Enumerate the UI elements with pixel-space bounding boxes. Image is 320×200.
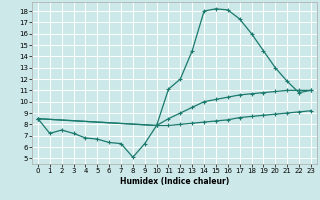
X-axis label: Humidex (Indice chaleur): Humidex (Indice chaleur) (120, 177, 229, 186)
